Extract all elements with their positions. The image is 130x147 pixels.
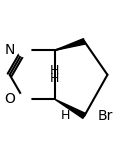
Text: H: H: [50, 72, 59, 85]
Text: N: N: [4, 43, 15, 57]
Text: Br: Br: [97, 109, 113, 123]
Text: H: H: [61, 110, 70, 122]
Text: H: H: [50, 65, 59, 77]
Polygon shape: [55, 39, 85, 50]
Text: O: O: [4, 92, 15, 106]
Polygon shape: [55, 99, 86, 118]
